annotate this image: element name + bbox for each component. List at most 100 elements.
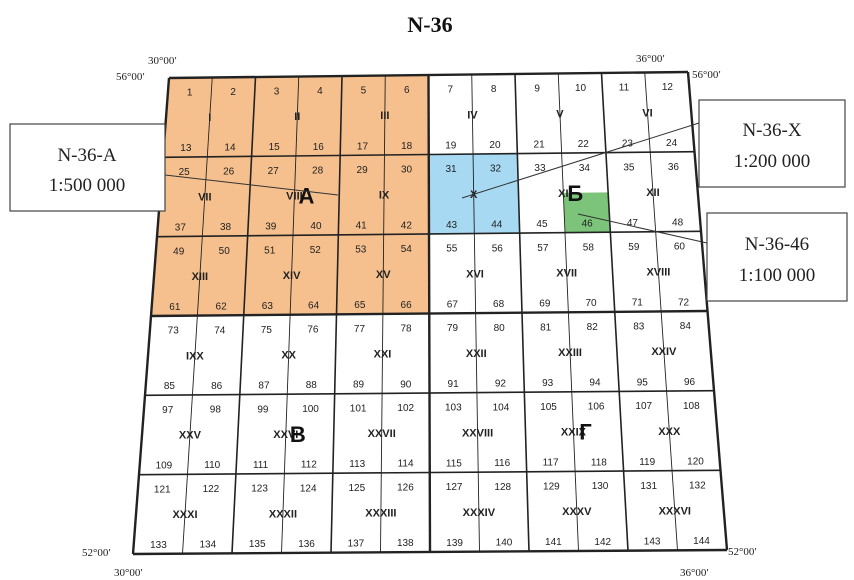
sheet-number: 31 <box>445 164 457 175</box>
roman-label: II <box>294 111 300 123</box>
sheet-number: 41 <box>356 221 368 232</box>
callout-n36x: N-36-X 1:200 000 <box>698 99 846 188</box>
sheet-number: 130 <box>592 481 609 492</box>
coord-top-right-lon: 36°00′ <box>636 53 665 65</box>
sheet-number: 56 <box>492 243 504 254</box>
sheet-number: 37 <box>175 223 187 234</box>
sheet-number: 67 <box>447 299 459 310</box>
roman-label: VIII <box>286 191 303 203</box>
sheet-number: 123 <box>251 484 268 495</box>
sheet-number: 27 <box>268 166 280 177</box>
coord-top-left-lat: 56°00′ <box>116 71 145 83</box>
sheet-number: 15 <box>269 142 281 153</box>
sheet-number: 51 <box>264 245 276 256</box>
sheet-number: 54 <box>401 244 413 255</box>
sheet-number: 13 <box>180 143 192 154</box>
sheet-number: 92 <box>495 378 507 389</box>
sheet-number: 17 <box>357 141 369 152</box>
sheet-number: 98 <box>210 405 222 416</box>
coord-bottom-right-lat: 52°00′ <box>728 546 757 558</box>
roman-label: X <box>470 189 478 201</box>
quarter-letter: В <box>290 422 306 447</box>
sheet-number: 52 <box>310 245 322 256</box>
sheet-number: 102 <box>397 403 414 414</box>
sheet-number: 105 <box>540 402 557 413</box>
sheet-46-fill <box>563 192 611 233</box>
roman-label: XXVIII <box>462 427 493 439</box>
roman-label: XXXI <box>172 509 197 521</box>
sheet-number: 53 <box>355 245 367 256</box>
sheet-number: 1 <box>187 88 193 99</box>
quarter-letter: Б <box>567 181 583 206</box>
sheet-number: 19 <box>445 140 457 151</box>
sheet-number: 82 <box>587 322 599 333</box>
sheet-number: 49 <box>173 246 185 257</box>
sheet-number: 95 <box>637 377 649 388</box>
sheet-number: 114 <box>398 459 414 470</box>
roman-label: IXX <box>186 350 204 362</box>
sheet-number: 44 <box>491 219 503 230</box>
callout-n36x-scale: 1:200 000 <box>734 151 811 172</box>
sheet-number: 24 <box>666 138 678 149</box>
roman-label: XXII <box>466 348 487 360</box>
sheet-number: 8 <box>491 84 497 95</box>
quarter-a-fill <box>151 75 430 316</box>
sheet-number: 10 <box>575 83 587 94</box>
roman-label: XXIV <box>651 346 677 358</box>
sheet-number: 144 <box>693 536 710 547</box>
sheet-number: 18 <box>401 141 413 152</box>
sheet-number: 124 <box>300 483 317 494</box>
sheet-number: 55 <box>446 244 458 255</box>
sheet-number: 33 <box>534 163 546 174</box>
sheet-number: 3 <box>274 87 280 98</box>
sheet-number: 103 <box>445 403 462 414</box>
highlight-fills <box>151 75 611 316</box>
callout-n36a: N-36-A 1:500 000 <box>9 123 166 212</box>
sheet-number: 112 <box>301 459 317 470</box>
roman-label: XXVII <box>368 428 396 440</box>
sheet-number: 20 <box>489 140 501 151</box>
sheet-number: 125 <box>348 483 365 494</box>
sheet-number: 109 <box>156 461 173 472</box>
sheet-number: 80 <box>494 323 506 334</box>
sheet-number: 84 <box>680 321 692 332</box>
sheet-number: 111 <box>253 460 269 471</box>
sheet-number: 83 <box>633 322 645 333</box>
roman-label: XXX <box>658 426 681 438</box>
sheet-number: 131 <box>640 481 657 492</box>
sheet-number: 118 <box>591 457 607 468</box>
sheet-number: 132 <box>689 480 706 491</box>
roman-label: IX <box>379 190 390 202</box>
roman-label: XVII <box>556 267 577 279</box>
roman-label: XXXVI <box>659 506 691 518</box>
sheet-number: 46 <box>582 218 594 229</box>
sheet-number: 119 <box>639 457 655 468</box>
coord-bottom-right-lon: 36°00′ <box>680 567 709 579</box>
sheet-number: 63 <box>262 301 274 312</box>
sheet-number: 127 <box>446 482 463 493</box>
sheet-number: 62 <box>216 301 228 312</box>
sheet-number: 87 <box>258 380 270 391</box>
sheet-number: 133 <box>150 540 167 551</box>
sheet-number: 57 <box>537 243 549 254</box>
roman-label: XXIX <box>561 427 587 439</box>
sheet-number: 16 <box>313 142 325 153</box>
callout-n3646-name: N-36-46 <box>745 234 809 255</box>
roman-label: XIII <box>192 271 209 283</box>
roman-label: XX <box>281 349 296 361</box>
roman-label: V <box>556 108 564 120</box>
sheet-number: 34 <box>579 163 591 174</box>
sheet-number: 36 <box>668 162 680 173</box>
sheet-number: 4 <box>317 86 323 97</box>
roman-label: XI <box>558 188 568 200</box>
sheet-number: 128 <box>494 482 511 493</box>
roman-label: IV <box>467 109 478 121</box>
roman-label: VII <box>198 192 211 204</box>
sheet-number: 73 <box>168 326 180 337</box>
callout-pointer-x <box>461 122 700 199</box>
sheet-number: 6 <box>404 85 410 96</box>
sheet-number: 142 <box>594 537 611 548</box>
sheet-number: 42 <box>401 220 413 231</box>
sheet-number: 71 <box>632 298 644 309</box>
